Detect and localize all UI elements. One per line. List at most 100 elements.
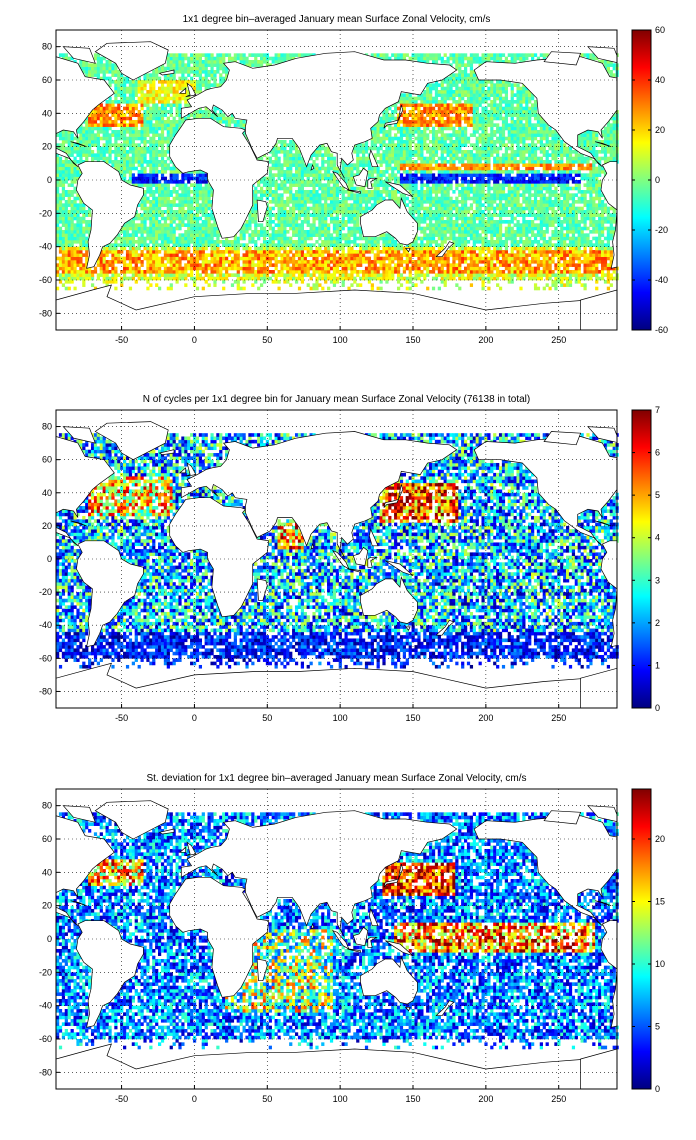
heatmap-cell [353,213,357,217]
heatmap-cell [140,166,144,171]
heatmap-cell [423,263,427,267]
heatmap-cell [583,220,587,224]
heatmap-cell [452,226,456,231]
heatmap-cell [198,210,203,214]
heatmap-cell [356,230,360,234]
heatmap-cell [434,263,439,267]
heatmap-cell [574,193,578,197]
heatmap-cell [192,193,197,197]
heatmap-cell [493,233,497,237]
heatmap-cell [248,226,252,231]
heatmap-cell [414,170,418,174]
heatmap-cell [417,266,421,271]
heatmap-cell [498,196,503,201]
heatmap-cell [198,203,203,207]
heatmap-cell [364,246,369,251]
heatmap-cell [146,256,150,261]
heatmap-cell [306,193,310,197]
heatmap-cell [528,200,532,204]
heatmap-cell [551,256,555,261]
heatmap-cell [475,266,479,271]
heatmap-cell [519,213,523,217]
heatmap-cell [539,270,543,274]
heatmap-cell [195,173,200,177]
heatmap-cell [498,170,503,174]
heatmap-cell [79,273,83,277]
heatmap-cell [160,210,165,214]
heatmap-cell [248,270,252,274]
heatmap-cell [516,250,520,254]
heatmap-cell [184,230,188,234]
heatmap-cell [67,246,71,251]
heatmap-cell [99,273,103,277]
heatmap-cell [466,210,471,214]
heatmap-cell [338,246,342,251]
heatmap-cell [184,223,188,227]
heatmap-cell [434,176,439,181]
heatmap-cell [309,200,313,204]
heatmap-cell [257,246,261,251]
heatmap-cell [312,180,316,184]
heatmap-cell [414,183,418,187]
heatmap-cell [586,226,590,231]
heatmap-cell [566,180,570,184]
heatmap-cell [577,256,581,261]
heatmap-cell [85,236,89,241]
heatmap-cell [274,180,278,184]
heatmap-cell [265,190,270,194]
heatmap-cell [399,260,404,264]
heatmap-cell [169,213,173,217]
heatmap-cell [455,270,459,274]
heatmap-cell [382,263,386,267]
heatmap-cell [376,256,380,261]
heatmap-cell [571,206,576,211]
heatmap-cell [516,230,520,234]
heatmap-cell [64,206,68,211]
heatmap-cell [449,196,453,201]
heatmap-cell [370,266,374,271]
heatmap-cell [519,226,523,231]
heatmap-cell [516,253,520,257]
heatmap-cell [327,263,331,267]
heatmap-cell [195,226,200,231]
heatmap-cell [455,230,459,234]
heatmap-cell [225,270,229,274]
heatmap-cell [242,286,246,291]
heatmap-cell [251,250,255,254]
heatmap-cell [458,213,462,217]
heatmap-cell [300,256,305,261]
heatmap-cell [417,246,421,251]
heatmap-cell [286,203,290,207]
heatmap-cell [356,260,360,264]
heatmap-cell [583,190,587,194]
heatmap-cell [525,200,529,204]
heatmap-cell [312,216,316,221]
heatmap-cell [236,243,240,247]
heatmap-cell [405,280,409,284]
heatmap-cell [560,186,564,191]
heatmap-cell [137,226,141,231]
heatmap-cell [356,200,360,204]
heatmap-cell [589,203,593,207]
heatmap-cell [452,250,456,254]
heatmap-cell [283,260,287,264]
heatmap-cell [338,190,342,194]
heatmap-cell [327,213,331,217]
heatmap-cell [423,183,427,187]
heatmap-cell [600,256,605,261]
heatmap-cell [128,256,133,261]
heatmap-cell [338,206,342,211]
heatmap-cell [201,266,205,271]
heatmap-cell [373,240,377,244]
heatmap-cell [213,283,217,287]
heatmap-cell [160,273,165,277]
heatmap-cell [327,173,331,177]
heatmap-cell [367,163,372,167]
heatmap-cell [507,270,511,274]
heatmap-cell [318,220,322,224]
heatmap-cell [350,246,354,251]
heatmap-cell [248,266,252,271]
heatmap-cell [472,223,476,227]
heatmap-cell [61,250,66,254]
heatmap-cell [306,210,310,214]
